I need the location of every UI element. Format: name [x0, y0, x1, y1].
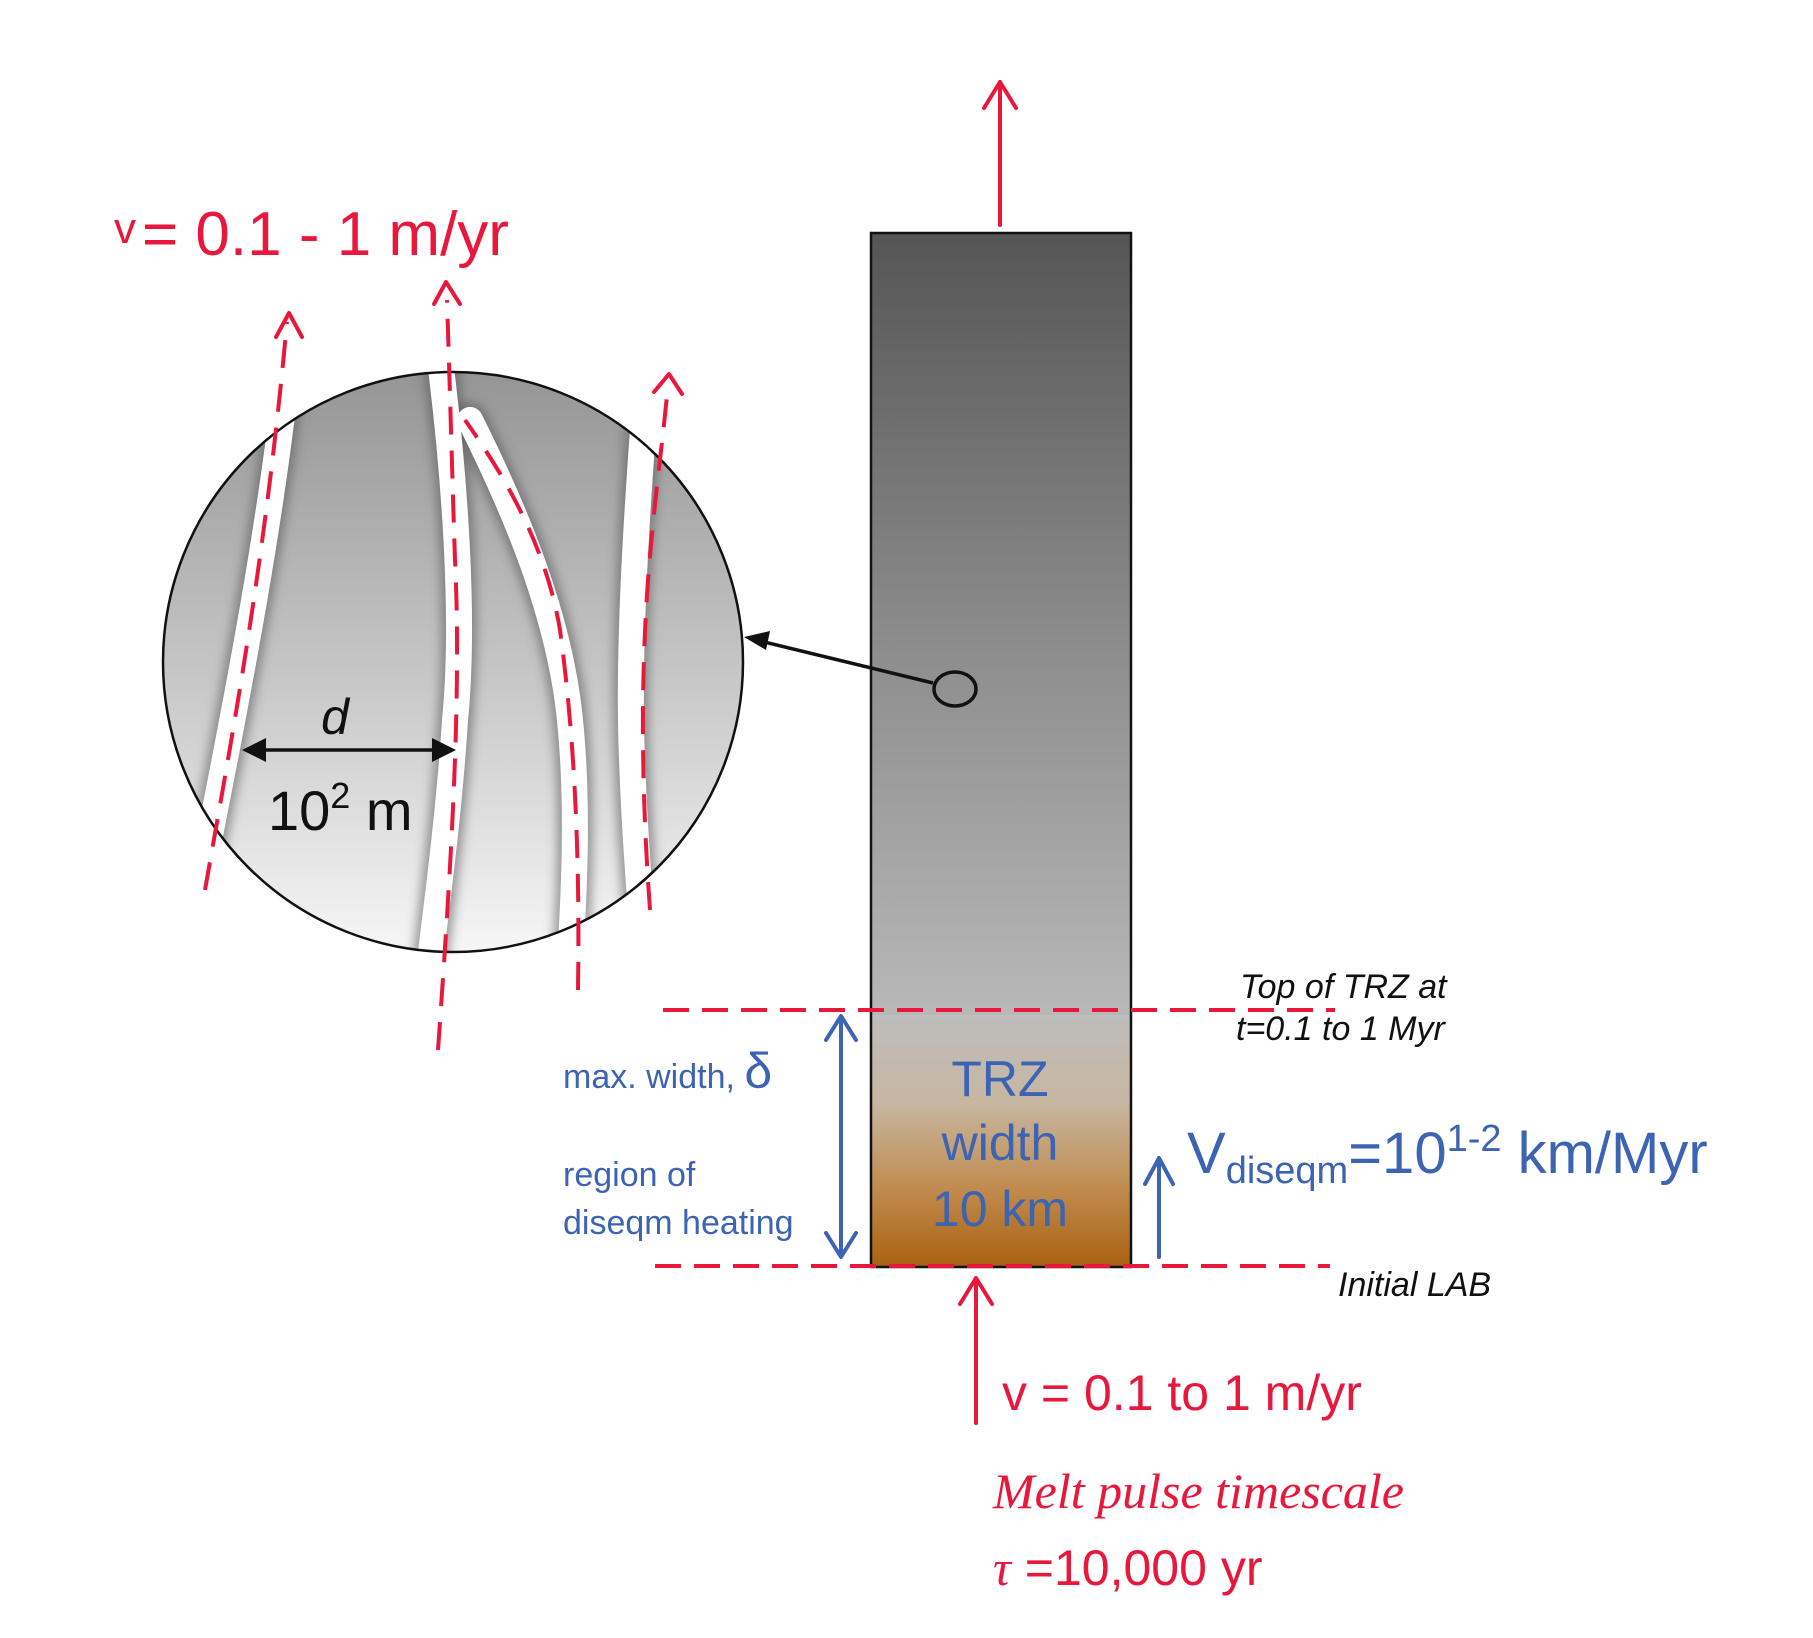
- zoom-circle-outline: [161, 370, 745, 954]
- vein-flow-lines: [203, 299, 670, 1051]
- vein-flow-line-4: [640, 384, 670, 911]
- spacing-arrow: [242, 738, 456, 762]
- lithosphere-column: [869, 231, 1133, 1269]
- region-label-line1: region of: [563, 1156, 696, 1194]
- region-label-line2: diseqm heating: [563, 1204, 794, 1242]
- trz-label-line3: 10 km: [932, 1181, 1068, 1237]
- zoom-circle: [161, 370, 745, 954]
- trz-label-line1: TRZ: [951, 1051, 1048, 1107]
- tau-label: τ =10,000 yr: [993, 1540, 1262, 1596]
- vein-arrowheads: [274, 280, 684, 396]
- spacing-value: 102 m: [268, 775, 413, 842]
- vein-velocity-symbol: v: [114, 204, 136, 253]
- zoom-pointer-arrow: [759, 639, 934, 685]
- vein-flow-line-1: [203, 321, 289, 891]
- melt-pulse-label: Melt pulse timescale: [992, 1463, 1404, 1519]
- vein-velocity-label: v= 0.1 - 1 m/yr: [114, 200, 509, 269]
- trz-region: [871, 1015, 1131, 1267]
- vdiseqm-arrow: [1143, 1156, 1175, 1259]
- vein-arrowhead-1: [274, 311, 304, 339]
- vein-flow-line-2: [436, 299, 460, 1051]
- zoom-pointer-arrowhead: [744, 631, 770, 650]
- vein-arrowhead-3: [652, 372, 684, 396]
- spacing-symbol: d: [321, 689, 351, 745]
- column-top-arrow: [982, 80, 1018, 227]
- top-trz-label-line1: Top of TRZ at: [1240, 968, 1448, 1006]
- column-outline: [869, 231, 1133, 1269]
- max-width-label: max. width, δ: [563, 1043, 772, 1099]
- melt-velocity-label: v = 0.1 to 1 m/yr: [1002, 1365, 1362, 1421]
- initial-lab-label: Initial LAB: [1338, 1266, 1491, 1304]
- trz-label-line2: width: [941, 1115, 1059, 1171]
- vdiseqm-label: Vdiseqm=101-2 km/Myr: [1187, 1118, 1708, 1192]
- max-width-double-arrow: [824, 1014, 858, 1259]
- zoom-pointer: [744, 631, 978, 708]
- sample-location-marker: [932, 670, 978, 708]
- vein-arrowhead-2: [432, 280, 462, 306]
- vein-velocity-value: = 0.1 - 1 m/yr: [142, 200, 509, 269]
- melt-input-arrow: [958, 1276, 994, 1425]
- top-trz-label-line2: t=0.1 to 1 Myr: [1236, 1010, 1446, 1048]
- vein-flow-line-3: [463, 418, 581, 991]
